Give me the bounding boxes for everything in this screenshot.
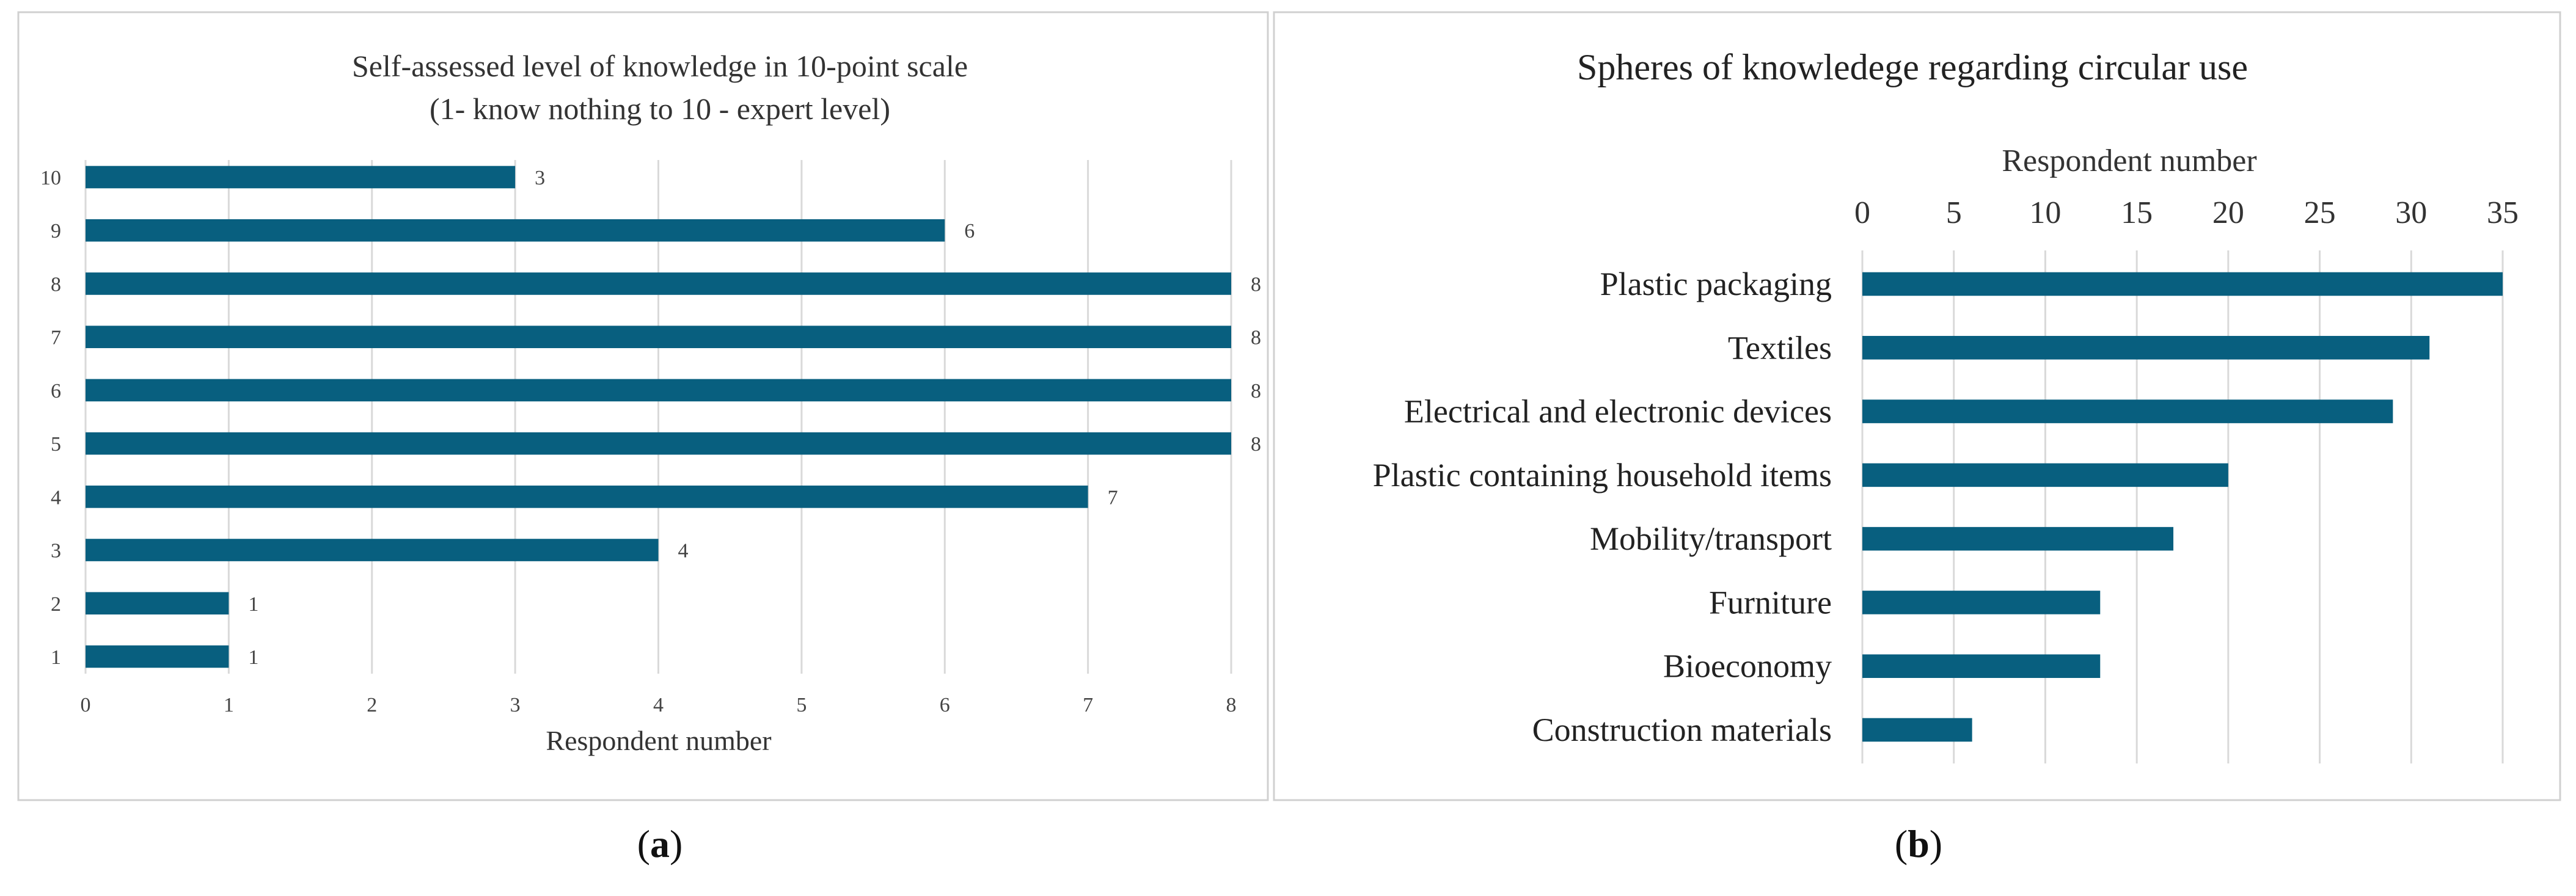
caption-b: (b)	[1894, 822, 1943, 865]
chart-b-x-tick-label: 30	[2395, 195, 2427, 230]
chart-a-bar	[86, 486, 1088, 508]
chart-a-y-tick-labels: 10 9 8 7 6 5 4 3 2 1	[40, 167, 61, 669]
chart-b-bar	[1862, 718, 1972, 742]
chart-b-x-tick-label: 20	[2212, 195, 2244, 230]
chart-b-bars	[1862, 272, 2503, 742]
chart-a-x-tick-label: 6	[940, 694, 950, 716]
chart-b-x-axis-label: Respondent number	[2002, 144, 2256, 178]
chart-b-x-tick-label: 5	[1946, 195, 1962, 230]
chart-a-x-axis-label: Respondent number	[546, 725, 771, 756]
chart-a-data-label: 3	[535, 167, 545, 189]
caption-b-letter: b	[1908, 822, 1930, 865]
chart-b-bar	[1862, 591, 2101, 614]
chart-a-bar	[86, 326, 1231, 348]
chart-a-y-tick-label: 7	[51, 327, 61, 349]
chart-b-bar	[1862, 654, 2101, 679]
chart-a-bar	[86, 432, 1231, 455]
chart-a-bar	[86, 592, 229, 615]
chart-a-bar	[86, 645, 229, 668]
chart-a-gridlines	[84, 160, 1232, 674]
chart-a-x-tick-label: 1	[224, 694, 234, 716]
chart-a-bar	[86, 379, 1231, 402]
chart-b-category-labels: Plastic packaging Textiles Electrical and …	[1373, 266, 1832, 748]
chart-a-x-tick-label: 8	[1226, 694, 1237, 716]
chart-a-y-tick-label: 10	[40, 167, 61, 189]
chart-b-bar	[1862, 399, 2393, 423]
chart-a-data-label: 1	[248, 593, 258, 616]
chart-a-y-tick-label: 6	[51, 380, 61, 402]
chart-a-data-label: 8	[1251, 327, 1261, 349]
chart-a-data-labels: 3 6 8 8 8 8 7 4 1 1	[248, 167, 1261, 669]
chart-b-bar	[1862, 526, 2174, 551]
chart-a-data-label: 8	[1251, 273, 1261, 296]
caption-a: (a)	[637, 822, 683, 865]
chart-a-title: Self-assessed level of knowledge in 10-p…	[352, 49, 968, 83]
chart-a-y-tick-label: 1	[51, 646, 61, 669]
chart-a-y-tick-label: 8	[51, 273, 61, 296]
chart-a-y-tick-label: 5	[51, 433, 61, 456]
chart-a-x-tick-label: 3	[510, 694, 521, 716]
chart-b-x-tick-label: 15	[2121, 195, 2153, 230]
chart-b-x-tick-label: 35	[2487, 195, 2519, 230]
chart-b-title: Spheres of knowledege regarding circular…	[1577, 47, 2248, 87]
chart-b-category-label: Mobility/transport	[1590, 520, 1832, 557]
chart-a-y-tick-label: 3	[51, 540, 61, 563]
chart-a-x-tick-label: 7	[1083, 694, 1093, 716]
chart-b-x-tick-labels: 0 5 10 15 20 25 30 35	[1854, 195, 2519, 230]
chart-a-data-label: 6	[964, 220, 975, 242]
chart-a-data-label: 4	[678, 540, 689, 563]
chart-b-category-label: Construction materials	[1532, 712, 1832, 748]
chart-b-x-tick-label: 10	[2029, 195, 2061, 230]
chart-b-category-label: Plastic packaging	[1600, 266, 1832, 302]
chart-b-bar	[1862, 272, 2503, 296]
chart-a-y-tick-label: 4	[51, 486, 61, 509]
chart-a-x-tick-label: 5	[796, 694, 807, 716]
chart-a-data-label: 1	[248, 646, 258, 669]
chart-a-x-tick-label: 0	[81, 694, 91, 716]
chart-panel-b: Spheres of knowledege regarding circular…	[1273, 11, 2561, 801]
chart-a-x-tick-label: 2	[367, 694, 377, 716]
chart-a-subtitle: (1- know nothing to 10 - expert level)	[430, 92, 890, 126]
chart-a-data-label: 7	[1108, 486, 1118, 509]
chart-b-x-tick-label: 0	[1854, 195, 1870, 230]
chart-a-bars	[86, 166, 1231, 668]
chart-a-frame	[17, 11, 1269, 801]
caption-a-letter: a	[650, 822, 670, 865]
chart-b-category-label: Furniture	[1709, 584, 1832, 621]
chart-a-bar	[86, 272, 1231, 295]
chart-b-category-label: Textiles	[1728, 329, 1832, 366]
chart-b-category-label: Bioeconomy	[1663, 648, 1832, 685]
chart-b-bar	[1862, 463, 2228, 487]
chart-a-y-tick-label: 9	[51, 220, 61, 242]
chart-a-data-label: 8	[1251, 380, 1261, 402]
chart-b-category-label: Plastic containing household items	[1373, 457, 1832, 494]
chart-a-x-tick-label: 4	[653, 694, 664, 716]
chart-b-x-tick-label: 25	[2304, 195, 2336, 230]
chart-a-data-label: 8	[1251, 433, 1261, 456]
chart-a-y-tick-label: 2	[51, 593, 61, 616]
chart-panel-a: Self-assessed level of knowledge in 10-p…	[17, 11, 1269, 801]
chart-b-bar	[1862, 335, 2430, 360]
chart-a-bar	[86, 166, 516, 189]
chart-b-category-label: Electrical and electronic devices	[1404, 393, 1832, 430]
chart-a-x-tick-labels: 0 1 2 3 4 5 6 7 8	[81, 694, 1237, 716]
chart-a-bar	[86, 219, 945, 242]
chart-a-bar	[86, 539, 659, 561]
